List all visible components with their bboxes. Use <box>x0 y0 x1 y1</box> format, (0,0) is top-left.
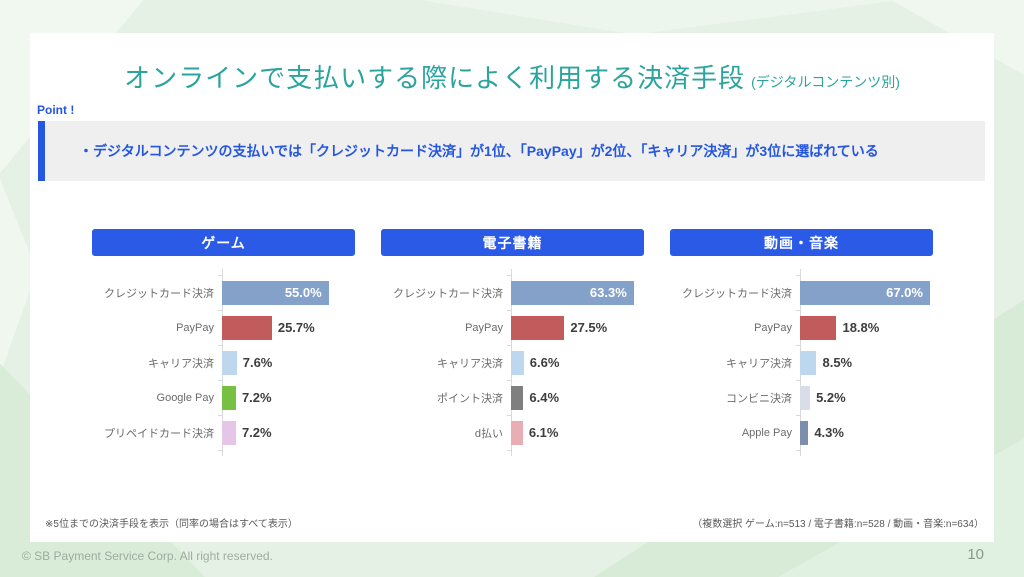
value-label: 7.2% <box>241 390 272 405</box>
value-label: 4.3% <box>814 425 844 440</box>
chart-row: d払い 6.1% <box>381 415 644 450</box>
chart-row: クレジットカード決済 67.0% <box>670 275 933 310</box>
chart-row: ポイント決済 6.4% <box>381 380 644 415</box>
footnote-sample-size: （複数選択 ゲーム:n=513 / 電子書籍:n=528 / 動画・音楽:n=6… <box>692 519 984 530</box>
chart-body-video-music: クレジットカード決済 67.0% PayPay 18.8% キャリア決 <box>670 269 933 456</box>
category-label: クレジットカード決済 <box>682 287 792 300</box>
value-label: 6.4% <box>529 390 560 405</box>
chart-row: キャリア決済 6.6% <box>381 345 644 380</box>
slide-card: オンラインで支払いする際によく利用する決済手段 (デジタルコンテンツ別) Poi… <box>30 33 994 542</box>
point-box: ・デジタルコンテンツの支払いでは「クレジットカード決済」が1位、「PayPay」… <box>38 121 985 181</box>
category-label: ポイント決済 <box>437 392 503 405</box>
chart-row: PayPay 27.5% <box>381 310 644 345</box>
category-label: Apple Pay <box>741 426 792 439</box>
bar <box>511 420 523 445</box>
charts-row: ゲーム クレジットカード決済 55.0% PayPay 25 <box>92 229 933 456</box>
category-label: PayPay <box>754 321 792 334</box>
category-label: d払い <box>474 427 503 440</box>
bar <box>511 315 565 340</box>
bar <box>222 315 272 340</box>
bar: 55.0% <box>222 280 329 305</box>
bar: 63.3% <box>511 280 634 305</box>
category-label: キャリア決済 <box>148 357 214 370</box>
value-label: 7.2% <box>241 425 272 440</box>
value-label: 7.6% <box>242 355 273 370</box>
slide-title-line: オンラインで支払いする際によく利用する決済手段 (デジタルコンテンツ別) <box>30 58 994 95</box>
point-label: Point ! <box>37 103 75 117</box>
category-label: キャリア決済 <box>726 357 792 370</box>
category-label: クレジットカード決済 <box>393 287 503 300</box>
footnote-display-rule: ※5位までの決済手段を表示（同率の場合はすべて表示） <box>45 519 298 530</box>
value-label: 6.1% <box>528 425 559 440</box>
chart-row: クレジットカード決済 63.3% <box>381 275 644 310</box>
value-label: 55.0% <box>284 285 322 300</box>
bar <box>222 420 236 445</box>
value-label: 18.8% <box>842 320 880 335</box>
chart-body-game: クレジットカード決済 55.0% PayPay 25.7% キャリア決 <box>92 269 355 456</box>
bar <box>511 350 524 375</box>
bar <box>800 420 809 445</box>
value-label: 63.3% <box>589 285 627 300</box>
point-text: ・デジタルコンテンツの支払いでは「クレジットカード決済」が1位、「PayPay」… <box>79 143 879 159</box>
chart-header-game: ゲーム <box>92 229 355 256</box>
bar <box>800 350 817 375</box>
chart-row: PayPay 25.7% <box>92 310 355 345</box>
bar <box>800 385 811 410</box>
chart-header-ebook: 電子書籍 <box>381 229 644 256</box>
category-label: クレジットカード決済 <box>104 287 214 300</box>
chart-header-video-music: 動画・音楽 <box>670 229 933 256</box>
bar <box>511 385 524 410</box>
chart-row: クレジットカード決済 55.0% <box>92 275 355 310</box>
category-label: コンビニ決済 <box>726 392 792 405</box>
y-axis-ticks <box>218 275 222 451</box>
bar <box>222 350 237 375</box>
category-label: プリペイドカード決済 <box>104 427 214 440</box>
slide-title-suffix: (デジタルコンテンツ別) <box>751 74 900 90</box>
y-axis-ticks <box>796 275 800 451</box>
chart-row: キャリア決済 8.5% <box>670 345 933 380</box>
category-label: PayPay <box>465 321 503 334</box>
category-label: キャリア決済 <box>437 357 503 370</box>
chart-row: Apple Pay 4.3% <box>670 415 933 450</box>
chart-game: ゲーム クレジットカード決済 55.0% PayPay 25 <box>92 229 355 456</box>
category-label: Google Pay <box>156 391 214 404</box>
chart-row: コンビニ決済 5.2% <box>670 380 933 415</box>
chart-ebook: 電子書籍 クレジットカード決済 63.3% PayPay 2 <box>381 229 644 456</box>
chart-video-music: 動画・音楽 クレジットカード決済 67.0% PayPay <box>670 229 933 456</box>
category-label: PayPay <box>176 321 214 334</box>
value-label: 5.2% <box>816 390 846 405</box>
value-label: 8.5% <box>822 355 853 370</box>
chart-row: プリペイドカード決済 7.2% <box>92 415 355 450</box>
copyright-text: © SB Payment Service Corp. All right res… <box>22 549 273 563</box>
bar <box>222 385 236 410</box>
chart-row: Google Pay 7.2% <box>92 380 355 415</box>
y-axis-ticks <box>507 275 511 451</box>
bar: 67.0% <box>800 280 930 305</box>
value-label: 27.5% <box>570 320 608 335</box>
value-label: 25.7% <box>277 320 315 335</box>
value-label: 67.0% <box>886 285 923 300</box>
bar <box>800 315 837 340</box>
page-number: 10 <box>967 546 984 563</box>
chart-row: PayPay 18.8% <box>670 310 933 345</box>
chart-body-ebook: クレジットカード決済 63.3% PayPay 27.5% キャリア決 <box>381 269 644 456</box>
slide-title: オンラインで支払いする際によく利用する決済手段 <box>124 63 746 93</box>
chart-row: キャリア決済 7.6% <box>92 345 355 380</box>
value-label: 6.6% <box>529 355 560 370</box>
